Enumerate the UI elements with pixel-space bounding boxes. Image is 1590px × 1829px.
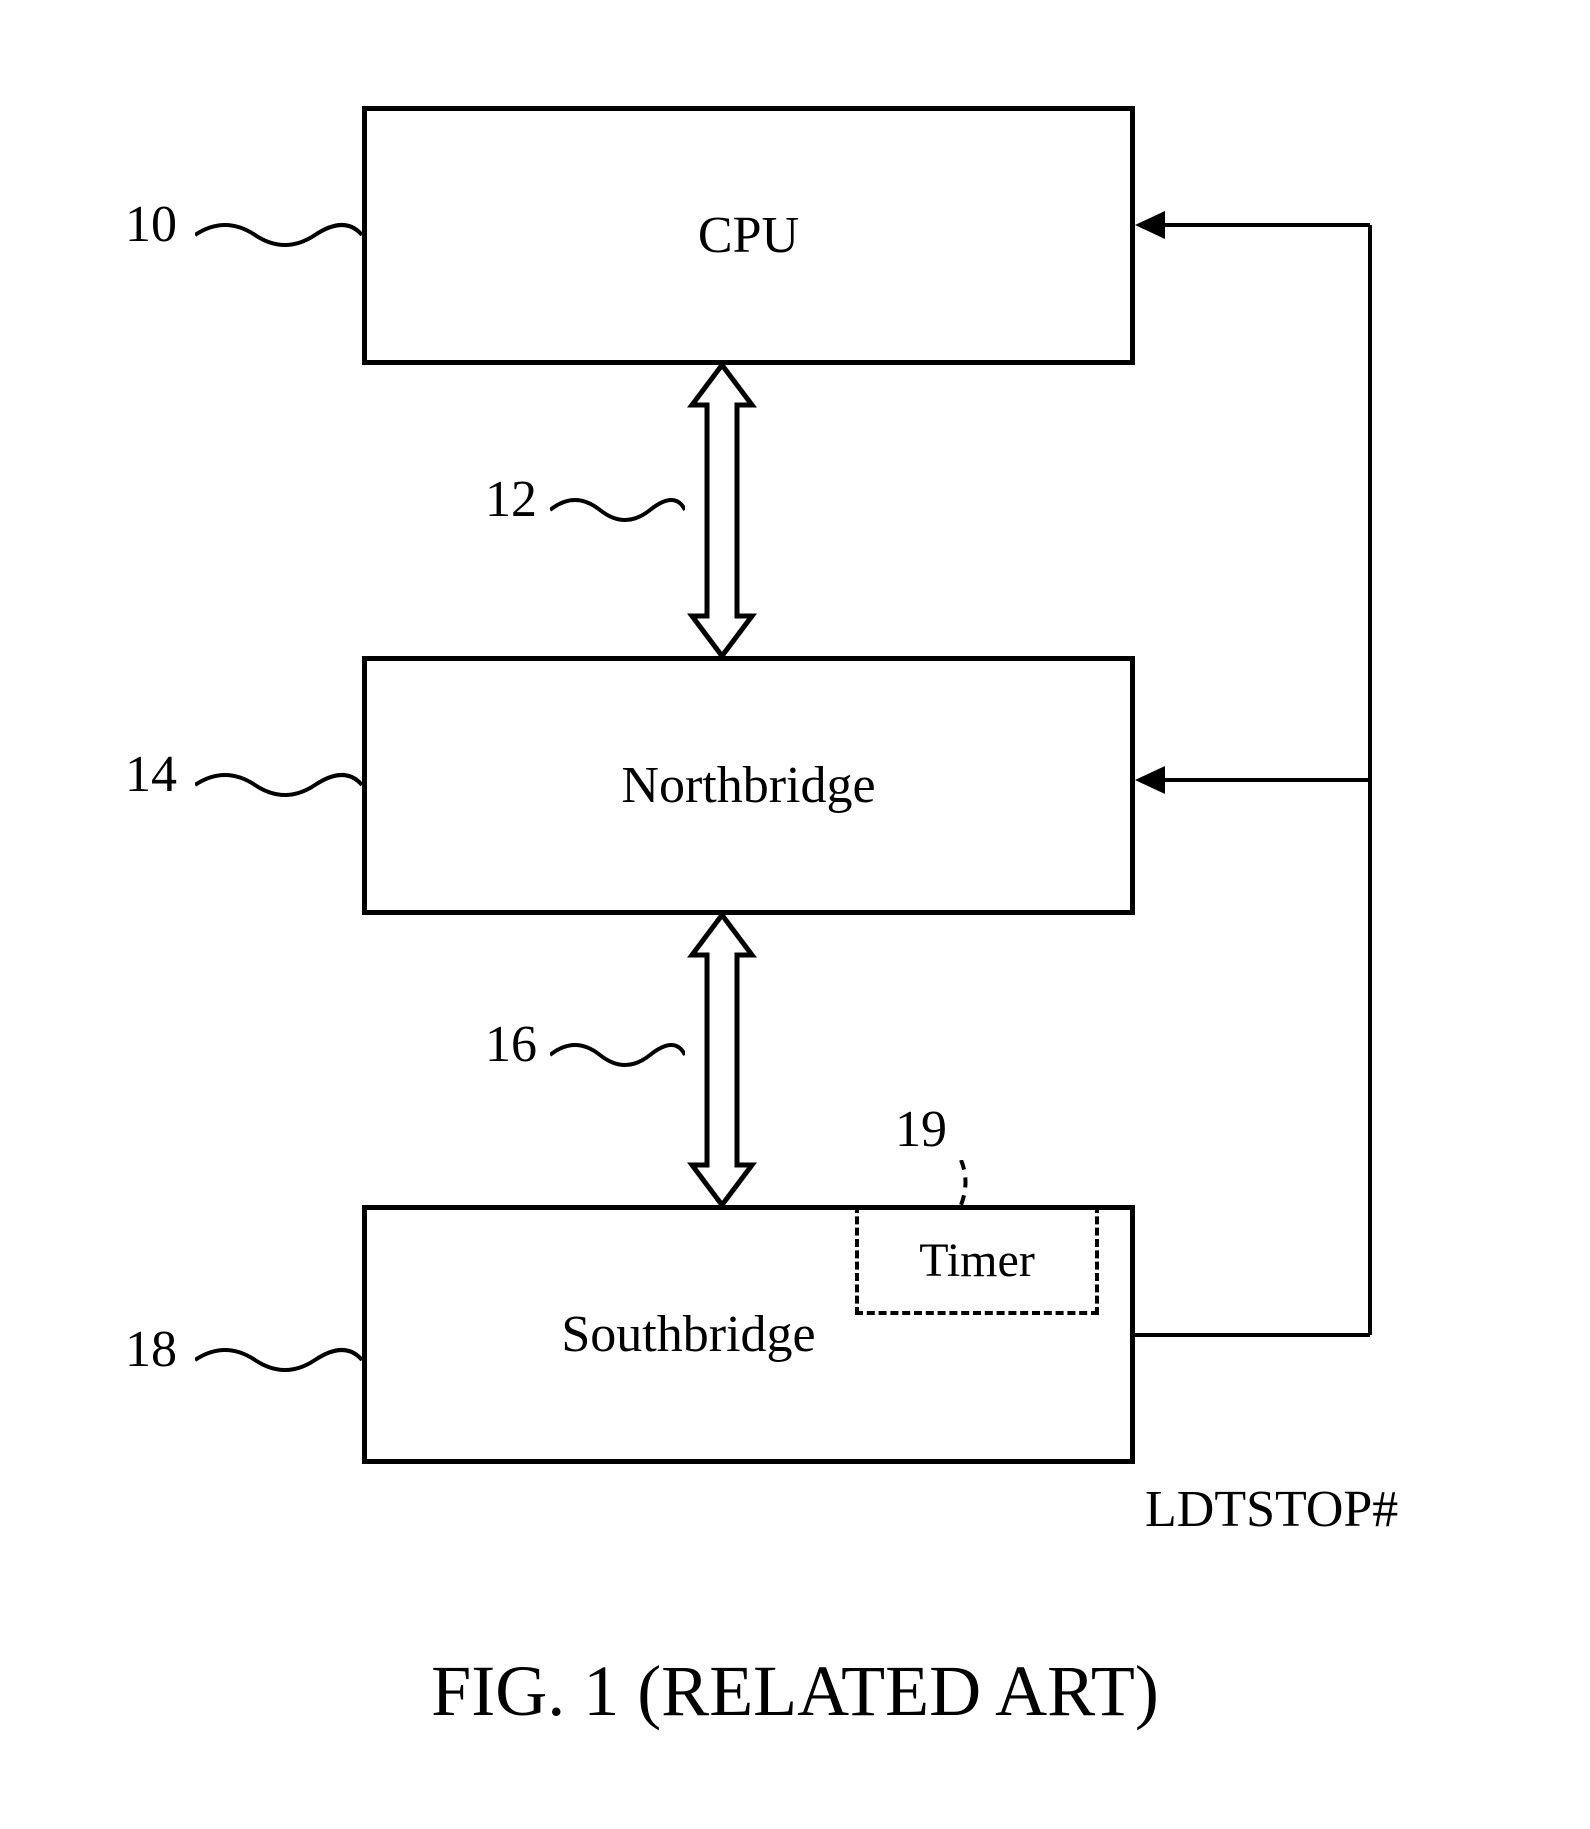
ldtstop-label: LDTSTOP# <box>1145 1480 1398 1539</box>
figure-caption: FIG. 1 (RELATED ART) <box>0 1650 1590 1733</box>
diagram-canvas: CPU 10 Northbridge 14 Southbridge 18 Tim… <box>0 0 1590 1829</box>
ldtstop-signal-path <box>0 0 1590 1600</box>
